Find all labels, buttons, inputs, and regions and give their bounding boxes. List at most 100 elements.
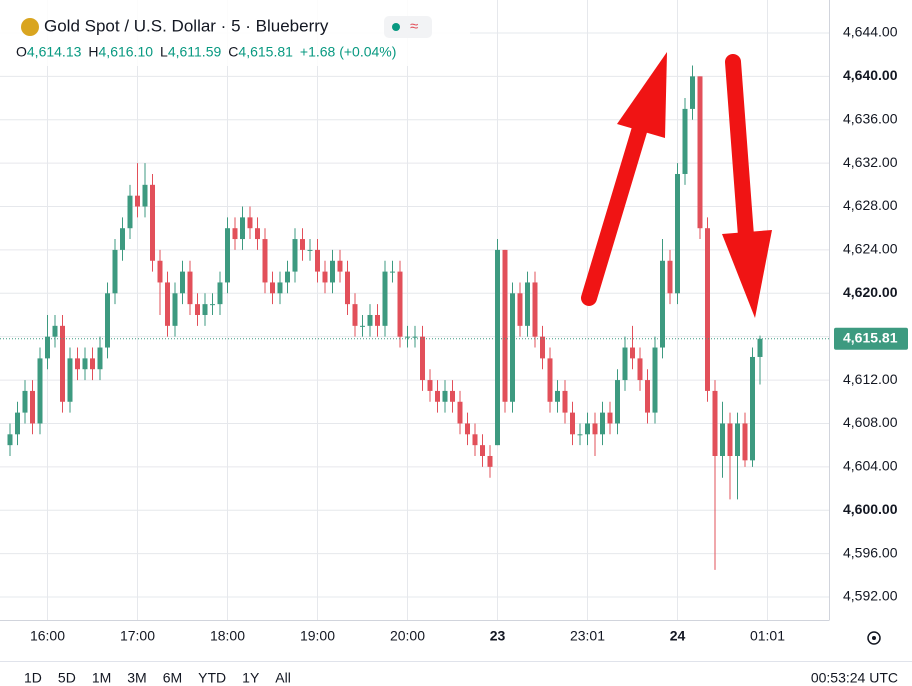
candle-body [570,412,575,435]
price-change: +1.68 (+0.04%) [300,44,397,60]
range-button[interactable]: YTD [198,670,226,686]
x-tick-label: 18:00 [210,628,245,644]
y-tick-label: 4,624.00 [843,241,898,257]
candle-body [112,249,118,294]
candle-body [22,390,28,413]
candle-body [375,314,380,326]
settings-icon[interactable] [867,631,881,645]
candle-body [465,423,470,435]
ohlc-value: 4,614.13 [27,44,82,60]
ohlc-key: C [228,44,238,60]
ohlc-value: 4,616.10 [99,44,154,60]
candle-body [502,249,508,402]
candle-body [187,271,193,305]
candle-body [352,304,358,326]
candle-body [622,347,628,381]
candle-body [7,434,13,446]
candle-body [45,336,50,359]
candle-body [150,184,155,261]
candle-body [472,434,478,446]
candle-body [525,282,530,326]
range-button[interactable]: 6M [163,670,182,686]
candles [7,65,763,570]
candle-body [225,228,230,283]
candle-body [390,271,395,273]
toolbar: 1D 5D 1M 3M 6M YTD 1Y All 00:53:24 UTC [24,670,898,686]
candle-body [292,239,298,272]
last-price-label: 4,615.81 [843,329,898,345]
status-badge [384,16,432,38]
y-tick-label: 4,632.00 [843,154,898,170]
y-tick-label: 4,612.00 [843,371,898,387]
candle-body [345,271,350,305]
clock: 00:53:24 UTC [811,670,898,686]
delay-icon: ≈ [410,18,418,35]
range-button[interactable]: 5D [58,670,76,686]
last-price-box [834,327,908,350]
candle-body [592,423,598,435]
market-open-dot [392,23,400,31]
candle-body [157,260,163,283]
x-tick-label: 20:00 [390,628,425,644]
candle-body [75,358,80,370]
candle-body [457,401,463,424]
y-tick-label: 4,600.00 [843,501,898,517]
candle-body [517,293,523,326]
y-tick-label: 4,644.00 [843,24,898,40]
y-tick-label: 4,608.00 [843,414,898,430]
candle-body [637,358,643,381]
x-tick-label: 19:00 [300,628,335,644]
candle-body [307,249,313,251]
candle-body [495,249,500,446]
range-button[interactable]: 1D [24,670,42,686]
ohlc-key: O [16,44,27,60]
candle-body [615,380,620,424]
candle-body [690,76,695,109]
y-tick-label: 4,604.00 [843,458,898,474]
candle-body [397,271,403,337]
y-tick-label: 4,628.00 [843,197,898,213]
annotation-arrow-up [581,52,667,306]
candle-body [315,249,320,272]
candle-body [262,239,268,283]
candle-body [232,228,238,240]
candle-body [547,358,553,402]
candle-body [300,239,305,250]
candle-body [330,260,335,283]
candle-body [427,380,433,391]
candle-body [360,325,365,327]
range-button[interactable]: 3M [127,670,146,686]
x-tick-label: 16:00 [30,628,65,644]
y-tick-label: 4,592.00 [843,588,898,604]
candle-body [322,271,328,283]
candle-body [577,434,583,436]
candle-body [450,390,455,402]
x-tick-label: 24 [670,628,686,644]
candle-body [165,282,170,326]
candle-body [487,455,493,467]
candle-body [67,358,73,402]
candle-body [607,412,613,424]
candle-body [277,282,283,294]
candle-body [60,325,65,402]
range-button[interactable]: All [275,670,291,686]
candle-body [240,217,245,240]
candle-body [285,271,290,283]
candle-body [727,423,733,456]
ohlc-key: H [88,44,98,60]
grid [0,0,829,620]
ohlc-legend: O 4,614.13 H 4,616.10 L 4,611.59 C 4,615.81 +1.6… [16,44,396,60]
candle-body [382,271,388,326]
chart-title: Gold Spot / U.S. Dollar · 5 · Blueberry [44,16,329,35]
candle-body [442,390,448,402]
range-button[interactable]: 1Y [242,670,260,686]
candle-body [630,347,635,359]
candle-body [720,423,725,456]
candle-body [367,314,373,326]
range-button[interactable]: 1M [92,670,111,686]
candle-body [562,390,568,413]
candle-body [480,445,485,456]
candle-body [142,184,148,207]
annotation-arrow-down [722,54,772,318]
